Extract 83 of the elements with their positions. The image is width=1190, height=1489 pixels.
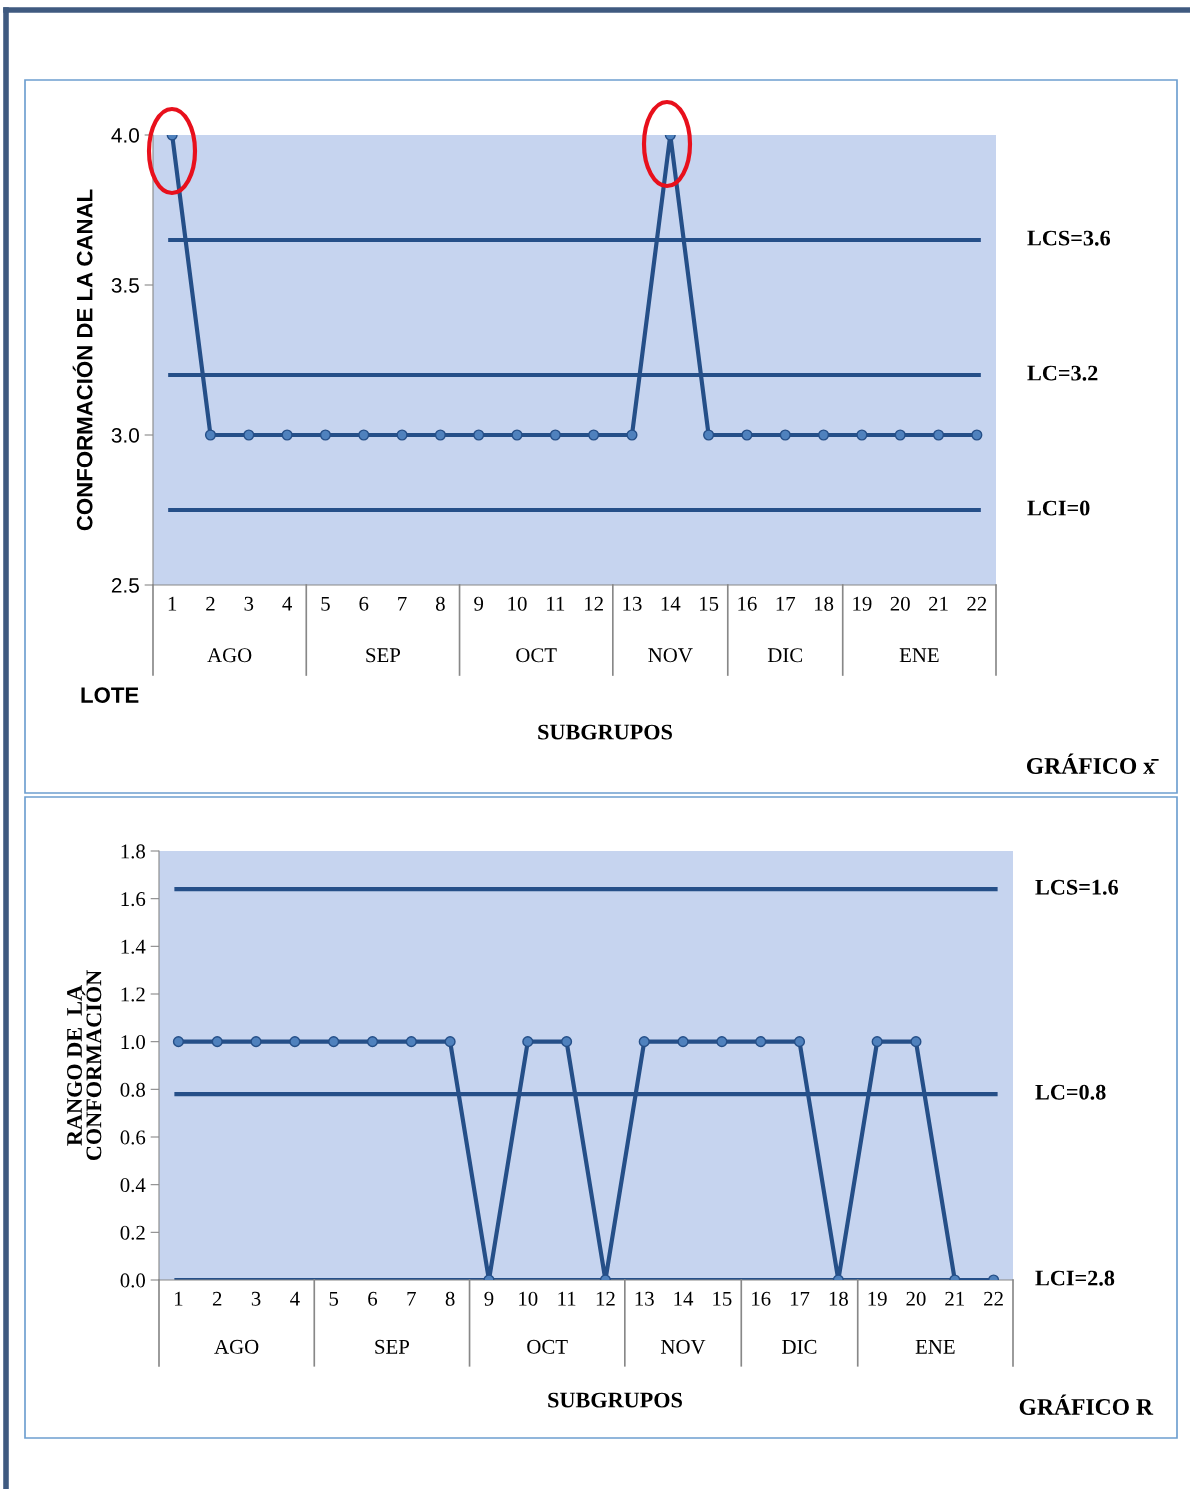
y-axis-title: CONFORMACIÓN DE LA CANAL bbox=[72, 189, 93, 531]
y-tick-label: 1.6 bbox=[121, 892, 146, 907]
y-tick-label: 0.6 bbox=[120, 1130, 146, 1145]
x-tick-label: 16 bbox=[738, 596, 757, 611]
x-tick-label: 5 bbox=[329, 1291, 339, 1306]
x-tick-label: 17 bbox=[776, 596, 796, 611]
x-tick-label: 2 bbox=[212, 1291, 222, 1306]
text: AGO bbox=[207, 648, 252, 663]
y-axis-title: RANGO DE LA CONFORMACIÓN bbox=[67, 970, 102, 1161]
x-tick-label: 18 bbox=[829, 1291, 848, 1306]
text: OCT bbox=[527, 1339, 568, 1354]
text: AGO bbox=[214, 1339, 259, 1354]
text: OCT bbox=[516, 648, 557, 663]
x-tick-label: 7 bbox=[398, 596, 407, 611]
x-tick-label: 19 bbox=[868, 1291, 887, 1306]
y-tick-label: 0.0 bbox=[120, 1273, 146, 1288]
text: LCI=2.8 bbox=[1035, 1270, 1115, 1286]
x-tick-label: 4 bbox=[290, 1291, 300, 1306]
x-tick-label: 2 bbox=[206, 596, 215, 611]
text: NOV bbox=[648, 648, 693, 663]
text: NOV bbox=[661, 1339, 706, 1354]
y-tick-label: 0.4 bbox=[120, 1178, 146, 1193]
x-tick-label: 4 bbox=[282, 596, 292, 611]
x-tick-label: 17 bbox=[790, 1291, 810, 1306]
y-tick-label: 3.0 bbox=[111, 428, 139, 443]
x-tick-label: 21 bbox=[929, 596, 948, 611]
x-tick-label: 14 bbox=[674, 1291, 694, 1306]
y-tick-label: 0.2 bbox=[120, 1225, 145, 1240]
text: DIC bbox=[782, 1339, 817, 1354]
text: DIC bbox=[767, 648, 803, 663]
x-tick-label: 7 bbox=[407, 1291, 416, 1306]
x-axis-title: SUBGRUPOS bbox=[548, 1392, 682, 1408]
text: LC=3.2 bbox=[1027, 365, 1098, 381]
x-tick-label: 15 bbox=[713, 1291, 732, 1306]
y-tick-label: 3.5 bbox=[111, 278, 139, 293]
text: SEP bbox=[366, 648, 401, 663]
text: SEP bbox=[375, 1339, 410, 1354]
x-tick-label: 18 bbox=[814, 596, 834, 611]
x-tick-label: 13 bbox=[623, 596, 642, 611]
x-tick-label: 3 bbox=[244, 596, 254, 611]
x-tick-label: 8 bbox=[445, 1291, 455, 1306]
y-tick-label: 4.0 bbox=[111, 128, 139, 143]
x-tick-label: 21 bbox=[945, 1291, 964, 1306]
x-tick-label: 20 bbox=[890, 596, 910, 611]
x-tick-label: 6 bbox=[359, 596, 369, 611]
x-tick-label: 6 bbox=[368, 1291, 378, 1306]
x-tick-label: 10 bbox=[519, 1291, 538, 1306]
x-tick-label: 8 bbox=[435, 596, 445, 611]
y-tick-label: 1.4 bbox=[121, 939, 146, 954]
y-tick-label: 1.0 bbox=[121, 1035, 146, 1050]
x-tick-label: 16 bbox=[752, 1291, 771, 1306]
y-tick-label: 1.2 bbox=[121, 987, 145, 1002]
x-tick-label: 12 bbox=[596, 1291, 615, 1306]
x-tick-label: 1 bbox=[175, 1291, 183, 1306]
text: LCI=0 bbox=[1027, 500, 1090, 516]
x-tick-label: 9 bbox=[474, 596, 484, 611]
x-tick-label: 11 bbox=[558, 1291, 576, 1306]
text: GRÁFICO x̄ bbox=[1026, 753, 1159, 774]
x-tick-label: 5 bbox=[321, 596, 330, 611]
y-tick-label: 0.8 bbox=[120, 1082, 146, 1097]
text: ENE bbox=[915, 1340, 955, 1354]
x-tick-label: 22 bbox=[967, 596, 987, 611]
text: ENE bbox=[899, 648, 939, 663]
x-tick-label: 13 bbox=[635, 1291, 654, 1306]
text: LCS=1.6 bbox=[1035, 879, 1119, 895]
x-tick-label: 1 bbox=[168, 596, 177, 611]
x-tick-label: 15 bbox=[700, 596, 719, 611]
text: LOTE bbox=[81, 687, 139, 703]
x-tick-label: 3 bbox=[251, 1291, 261, 1306]
text: LC=0.8 bbox=[1035, 1084, 1106, 1100]
x-tick-label: 22 bbox=[984, 1291, 1003, 1306]
x-tick-label: 14 bbox=[661, 596, 681, 611]
x-tick-label: 9 bbox=[484, 1291, 494, 1306]
x-tick-label: 10 bbox=[508, 596, 527, 611]
x-axis-title: SUBGRUPOS bbox=[538, 724, 672, 740]
x-tick-label: 19 bbox=[853, 596, 872, 611]
x-tick-label: 12 bbox=[585, 596, 603, 611]
x-tick-label: 11 bbox=[547, 596, 565, 611]
text: GRÁFICO R bbox=[1019, 1394, 1154, 1415]
y-tick-label: 1.8 bbox=[121, 844, 146, 859]
x-tick-label: 20 bbox=[906, 1291, 926, 1306]
y-tick-label: 2.5 bbox=[111, 578, 139, 593]
text: LCS=3.6 bbox=[1027, 230, 1111, 246]
